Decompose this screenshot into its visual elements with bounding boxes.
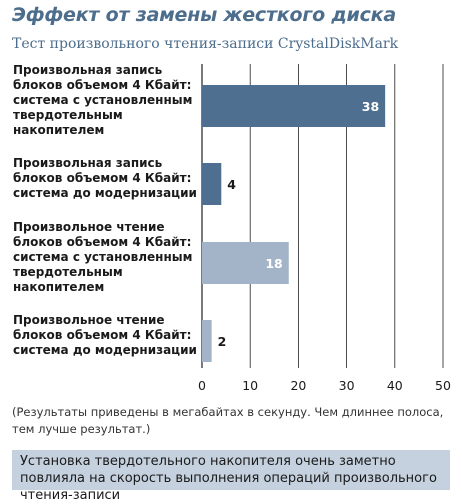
- x-tick-label: 0: [198, 378, 206, 393]
- chart-title: Эффект от замены жесткого диска: [12, 4, 396, 26]
- bar-1: [202, 85, 386, 127]
- category-label-4: Произвольное чтение блоков объемом 4 Кбай…: [13, 313, 197, 357]
- category-label-line: твердотельным: [13, 108, 123, 122]
- category-label-line: блоков объемом 4 Кбайт:: [13, 235, 191, 249]
- category-label-line: блоков объемом 4 Кбайт:: [13, 78, 191, 92]
- category-label-line: накопителем: [13, 280, 104, 294]
- callout-box: Установка твердотельного накопителя очен…: [12, 450, 450, 503]
- category-label-line: система с установленным: [13, 93, 192, 107]
- x-tick-label: 20: [290, 378, 306, 393]
- bar-2: [202, 163, 222, 205]
- category-label-line: Произвольная запись: [13, 63, 163, 77]
- category-label-line: накопителем: [13, 123, 104, 137]
- bar-4: [202, 320, 212, 362]
- footnote: (Результаты приведены в мегабайтах в сек…: [12, 405, 444, 436]
- category-labels: Произвольная запись блоков объемом 4 Кбай…: [13, 63, 197, 357]
- bars: 38 4 18 2: [202, 85, 386, 362]
- category-label-line: система с установленным: [13, 250, 192, 264]
- category-label-line: система до модернизации: [13, 343, 197, 357]
- category-label-1: Произвольная запись блоков объемом 4 Кбай…: [13, 63, 192, 137]
- x-tick-label: 10: [242, 378, 258, 393]
- category-label-line: система до модернизации: [13, 186, 197, 200]
- x-tick-label: 50: [435, 378, 451, 393]
- bar-3: [202, 242, 289, 284]
- category-label-3: Произвольное чтение блоков объемом 4 Кбай…: [13, 220, 192, 294]
- x-axis-ticks: 0 10 20 30 40 50: [198, 378, 451, 393]
- bar-value-label: 18: [265, 256, 282, 271]
- category-label-line: блоков объемом 4 Кбайт:: [13, 328, 191, 342]
- bar-value-label: 4: [227, 177, 236, 192]
- category-label-line: Произвольное чтение: [13, 220, 165, 234]
- bar-value-label: 38: [362, 99, 379, 114]
- category-label-line: твердотельным: [13, 265, 123, 279]
- category-label-line: Произвольное чтение: [13, 313, 165, 327]
- category-label-line: блоков объемом 4 Кбайт:: [13, 171, 191, 185]
- x-tick-label: 40: [387, 378, 403, 393]
- bar-value-label: 2: [218, 334, 227, 349]
- category-label-line: Произвольная запись: [13, 156, 163, 170]
- category-label-2: Произвольная запись блоков объемом 4 Кбай…: [13, 156, 197, 200]
- chart-subtitle: Тест произвольного чтения-записи Crystal…: [12, 36, 399, 52]
- x-tick-label: 30: [339, 378, 355, 393]
